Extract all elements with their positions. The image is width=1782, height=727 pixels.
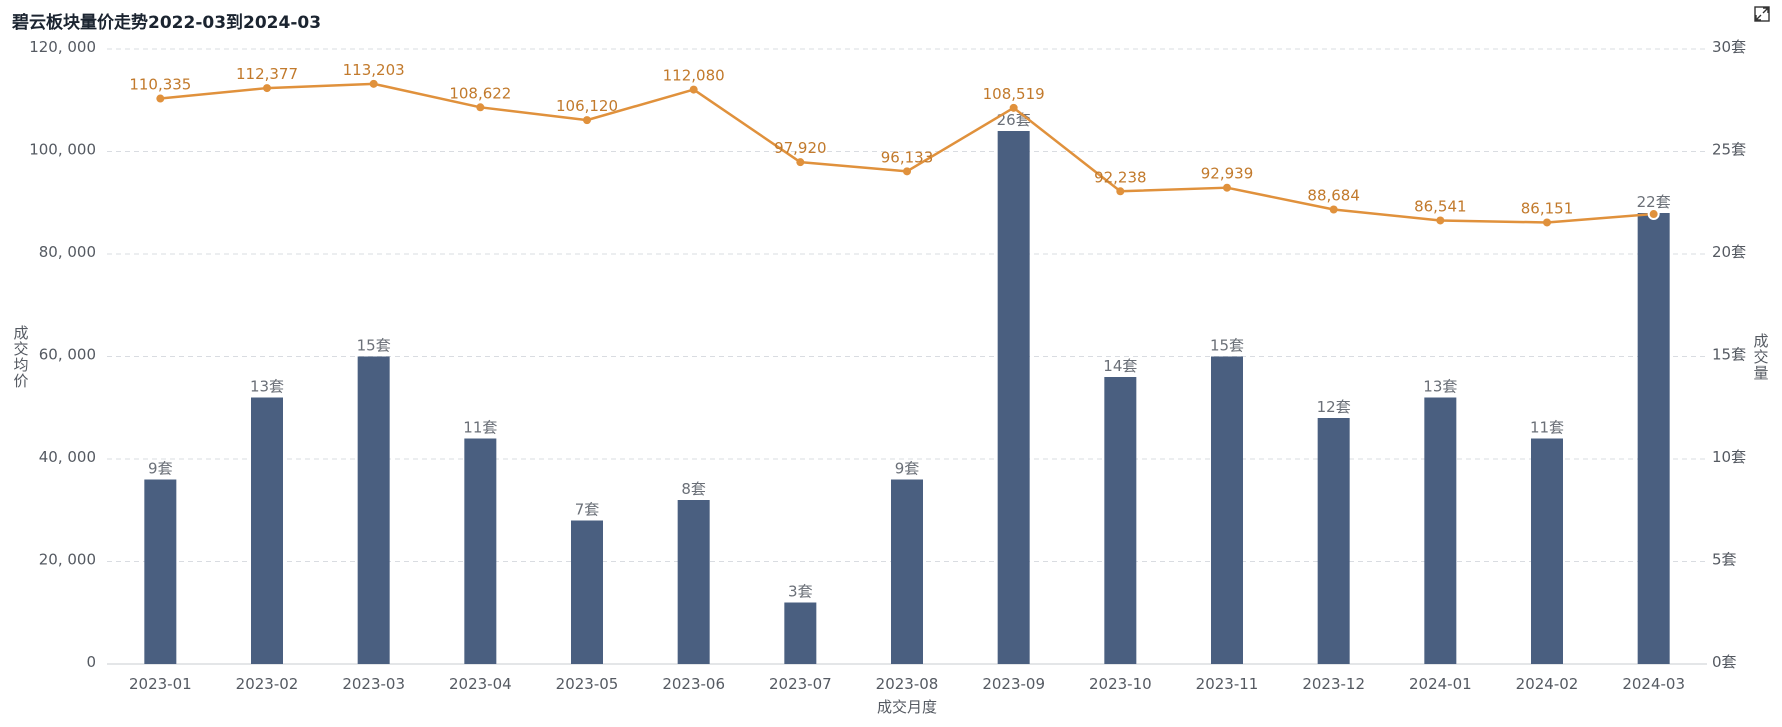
- x-tick-label: 2023-06: [662, 675, 725, 693]
- bar[interactable]: [1637, 213, 1670, 664]
- bar-label: 8套: [681, 480, 706, 498]
- x-tick-label: 2023-12: [1302, 675, 1365, 693]
- right-axis-title: 成交量: [1753, 332, 1768, 382]
- line-label: 97,920: [774, 139, 827, 157]
- x-tick-label: 2023-08: [876, 675, 939, 693]
- line-point[interactable]: [1116, 187, 1125, 196]
- line-label: 113,203: [343, 61, 405, 79]
- x-tick-label: 2023-11: [1196, 675, 1259, 693]
- bar-label: 22套: [1637, 193, 1671, 211]
- line-point[interactable]: [1647, 208, 1660, 221]
- line-point[interactable]: [156, 94, 165, 103]
- bar[interactable]: [571, 520, 603, 665]
- x-tick-label: 2024-03: [1622, 675, 1685, 693]
- bar-label: 14套: [1103, 357, 1137, 375]
- bar-label: 9套: [895, 460, 920, 478]
- line-label: 112,080: [663, 67, 725, 85]
- line-label: 88,684: [1307, 186, 1360, 204]
- bar[interactable]: [997, 131, 1030, 664]
- bar-label: 12套: [1317, 398, 1351, 416]
- bar-label: 15套: [1210, 337, 1244, 355]
- line-series: 110,335 112,377 113,203 108,622 106,120 112,0…: [129, 61, 1660, 227]
- bar-label: 9套: [148, 460, 173, 478]
- left-tick-label: 80, 000: [39, 243, 96, 261]
- bar[interactable]: [464, 438, 497, 665]
- right-axis: 0套 5套 10套 15套 20套 25套 30套: [1712, 38, 1746, 671]
- right-tick-label: 25套: [1712, 141, 1746, 159]
- line-label: 110,335: [129, 76, 191, 94]
- left-tick-label: 120, 000: [29, 38, 96, 56]
- x-tick-label: 2023-03: [342, 675, 405, 693]
- right-tick-label: 0套: [1712, 653, 1737, 671]
- bar[interactable]: [144, 479, 177, 665]
- bar-label: 13套: [250, 378, 284, 396]
- line-label: 108,519: [983, 85, 1045, 103]
- line-label: 96,133: [881, 148, 934, 166]
- x-axis-title: 成交月度: [877, 698, 937, 716]
- line-point[interactable]: [1329, 205, 1338, 214]
- bar-label: 11套: [463, 419, 497, 437]
- line-label: 86,151: [1521, 199, 1574, 217]
- right-tick-label: 10套: [1712, 448, 1746, 466]
- left-tick-label: 60, 000: [39, 346, 96, 364]
- line-point[interactable]: [1543, 218, 1551, 227]
- bar[interactable]: [1317, 418, 1350, 664]
- x-axis: 2023-01 2023-02 2023-03 2023-04 2023-05 2023-…: [129, 675, 1685, 693]
- bar[interactable]: [1104, 377, 1137, 664]
- line-point[interactable]: [1009, 103, 1018, 112]
- left-tick-label: 0: [86, 653, 96, 671]
- right-tick-label: 20套: [1712, 243, 1746, 261]
- bar[interactable]: [891, 479, 923, 665]
- bar-label: 13套: [1423, 378, 1457, 396]
- line-label: 92,939: [1201, 165, 1254, 183]
- chart-title: 碧云板块量价走势2022-03到2024-03: [12, 13, 322, 33]
- bar[interactable]: [1211, 356, 1243, 665]
- x-tick-label: 2023-10: [1089, 675, 1152, 693]
- line-label: 86,541: [1414, 197, 1467, 215]
- bar[interactable]: [1424, 397, 1457, 665]
- x-tick-label: 2023-01: [129, 675, 192, 693]
- x-tick-label: 2023-09: [982, 675, 1045, 693]
- bar-label: 3套: [788, 583, 813, 601]
- x-tick-label: 2023-05: [556, 675, 619, 693]
- line-point[interactable]: [369, 79, 378, 88]
- line-label: 112,377: [236, 65, 298, 83]
- left-tick-label: 100, 000: [29, 141, 96, 159]
- left-axis-title: 成交均价: [13, 324, 28, 390]
- line-point[interactable]: [583, 116, 591, 125]
- x-tick-label: 2023-04: [449, 675, 512, 693]
- line-point[interactable]: [263, 84, 271, 93]
- bar[interactable]: [677, 500, 710, 664]
- line-point[interactable]: [903, 167, 911, 176]
- line-label: 92,238: [1094, 168, 1147, 186]
- right-tick-label: 30套: [1712, 38, 1746, 56]
- line-point[interactable]: [689, 85, 698, 94]
- bar[interactable]: [357, 356, 390, 665]
- line-label: 106,120: [556, 97, 618, 115]
- bar-label: 15套: [357, 337, 391, 355]
- line-point[interactable]: [796, 158, 805, 167]
- bar-label: 7套: [575, 501, 600, 519]
- right-tick-label: 15套: [1712, 346, 1746, 364]
- bar[interactable]: [1531, 438, 1563, 665]
- line-point[interactable]: [1436, 216, 1445, 225]
- left-tick-label: 40, 000: [39, 448, 96, 466]
- left-tick-label: 20, 000: [39, 551, 96, 569]
- right-tick-label: 5套: [1712, 551, 1737, 569]
- expand-icon[interactable]: [1754, 6, 1770, 22]
- x-tick-label: 2024-02: [1516, 675, 1579, 693]
- left-axis: 0 20, 000 40, 000 60, 000 80, 000 100, 000 120…: [29, 38, 96, 671]
- x-tick-label: 2023-07: [769, 675, 832, 693]
- line-label: 108,622: [449, 84, 511, 102]
- bar[interactable]: [784, 602, 817, 665]
- x-tick-label: 2024-01: [1409, 675, 1472, 693]
- bar[interactable]: [251, 397, 283, 665]
- line-point[interactable]: [1223, 183, 1231, 192]
- x-tick-label: 2023-02: [236, 675, 299, 693]
- line-point[interactable]: [476, 103, 485, 112]
- bar-label: 11套: [1530, 419, 1564, 437]
